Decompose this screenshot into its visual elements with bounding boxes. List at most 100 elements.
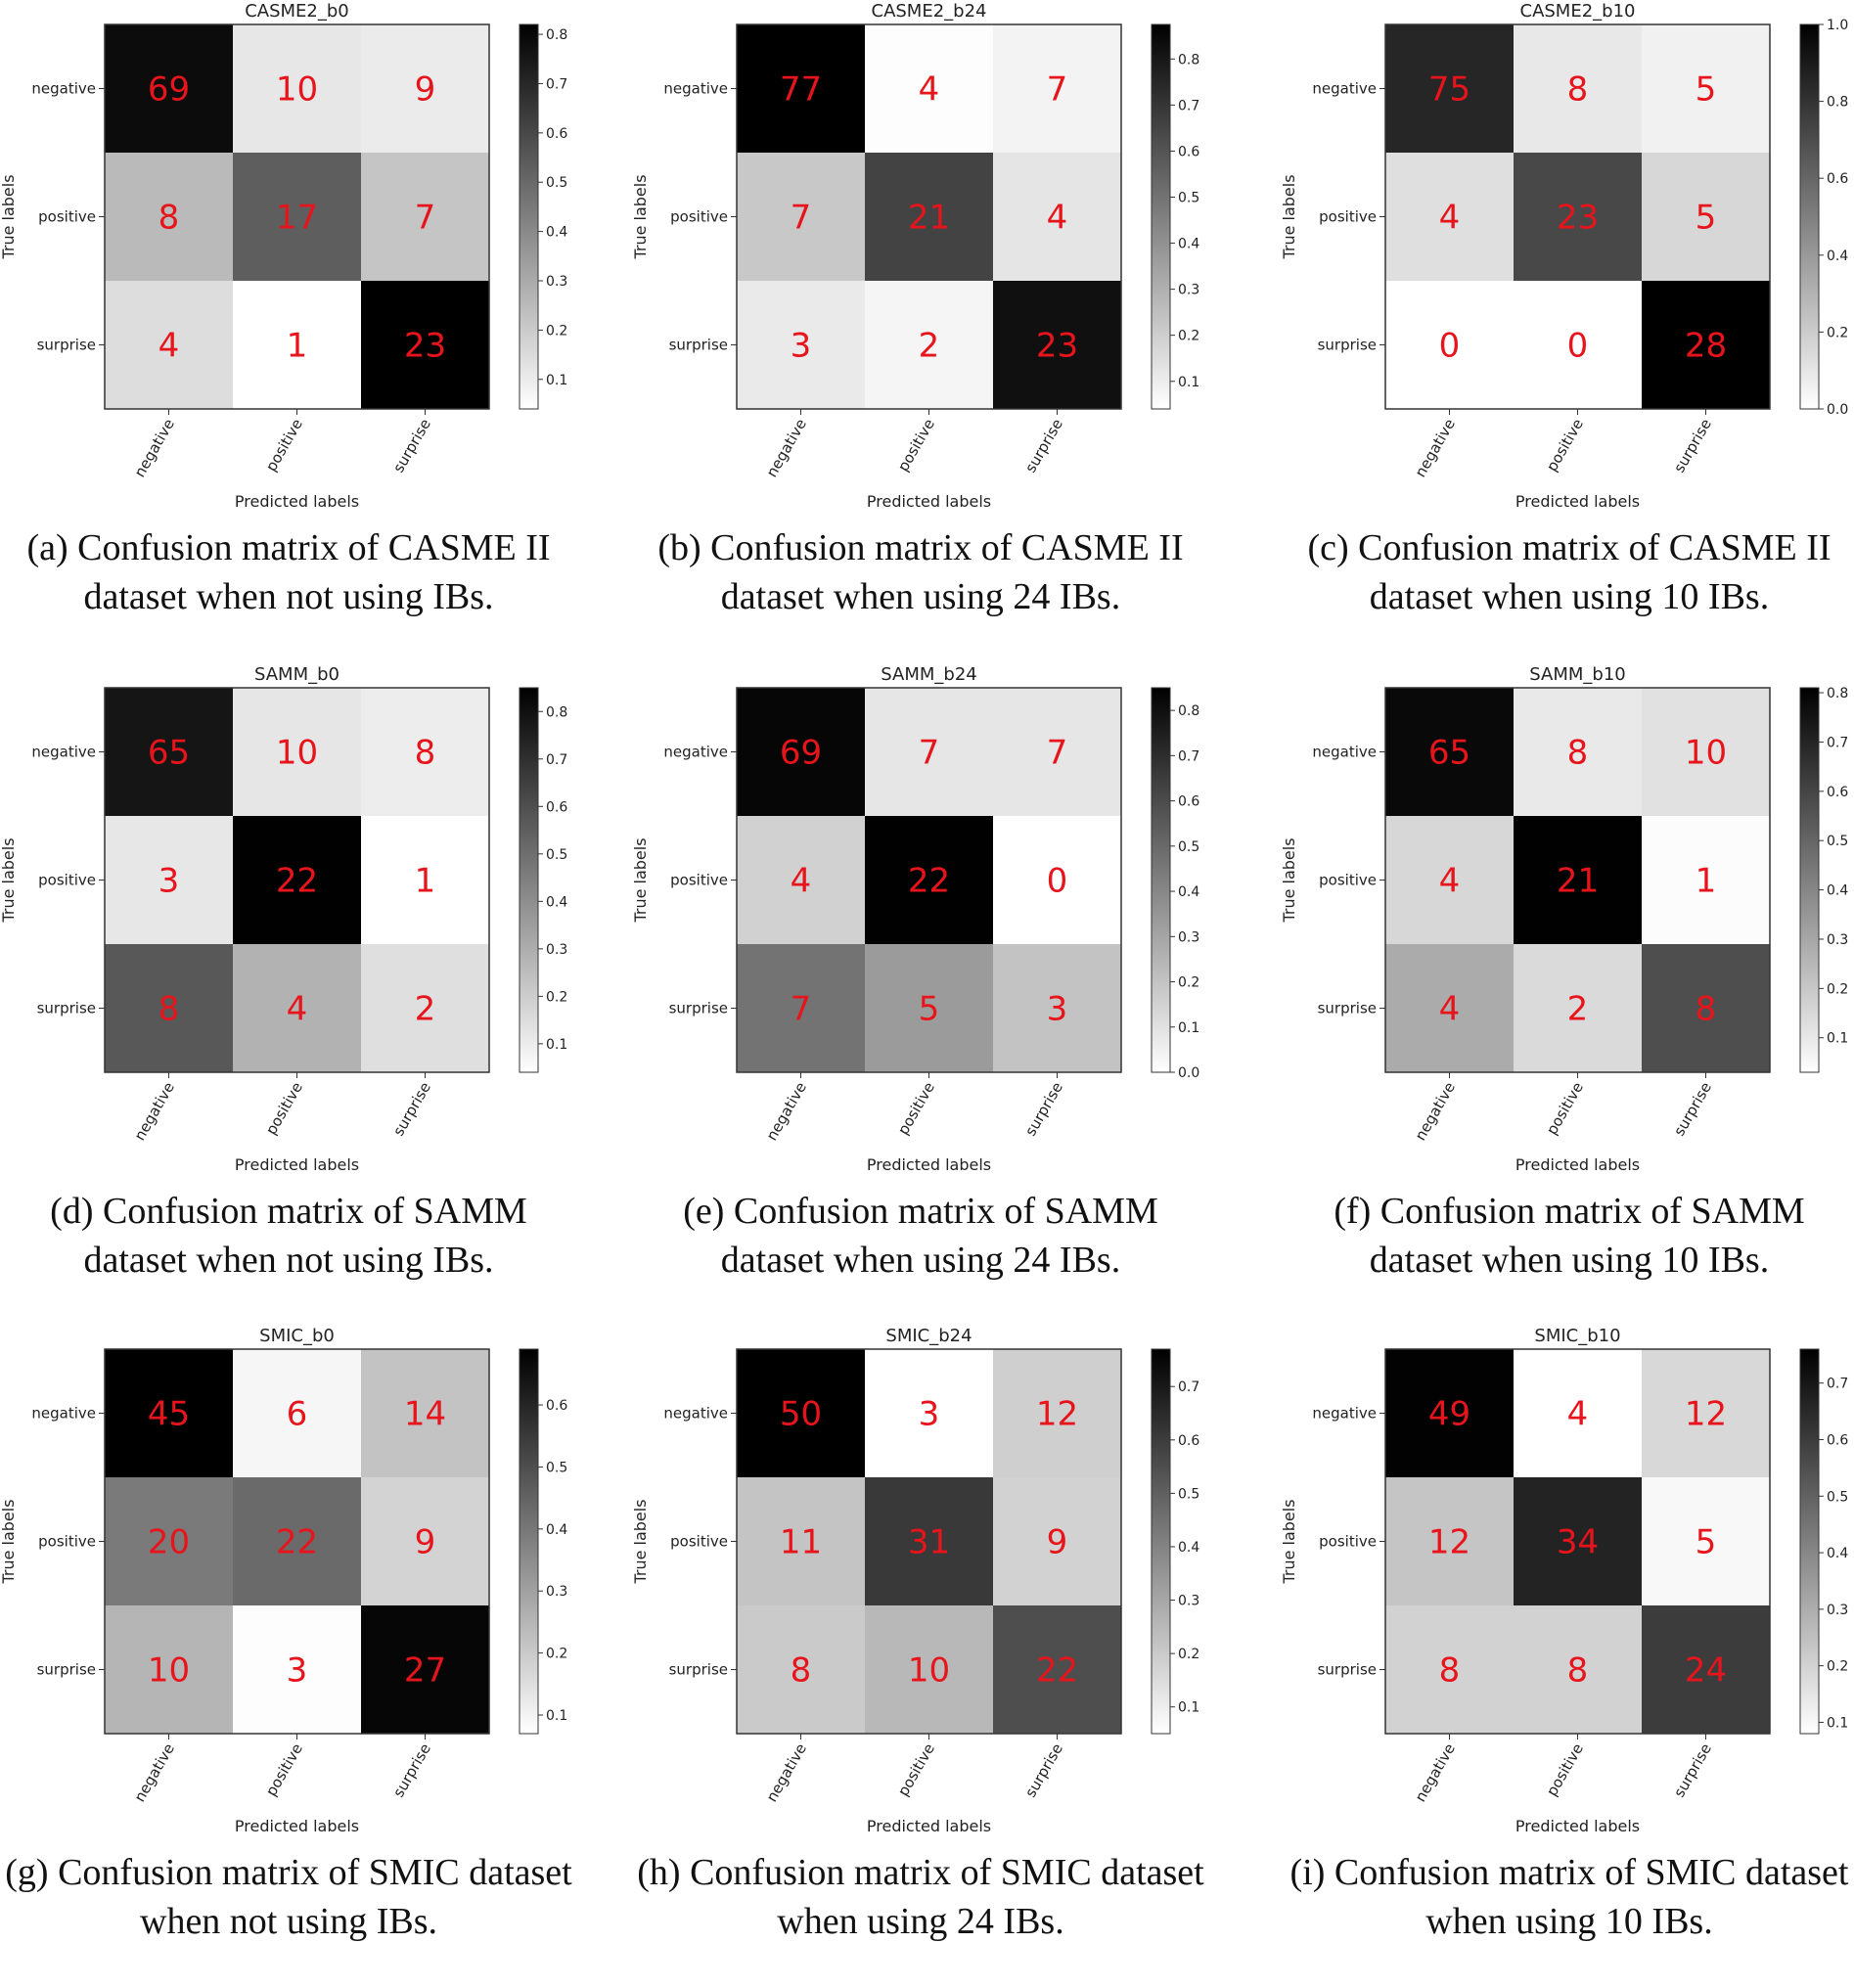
confusion-matrix-chart: SMIC_b10 49 4 12 12 34 5 8 8 24 negative negative po…	[1281, 1326, 1848, 1835]
colorbar-tick-label: 0.2	[546, 1647, 567, 1662]
x-axis-label: Predicted labels	[867, 1817, 991, 1835]
figure-caption: (d) Confusion matrix of SAMM dataset whe…	[50, 1191, 527, 1281]
matrix-cell	[1514, 816, 1643, 945]
x-tick-label: positive	[262, 1740, 306, 1799]
cell-value: 23	[404, 327, 446, 366]
colorbar-tick-label: 0.1	[546, 1708, 567, 1724]
cell-value: 1	[1696, 862, 1717, 901]
cell-value: 10	[148, 1651, 190, 1691]
x-axis-label: Predicted labels	[1515, 1155, 1640, 1174]
matrix-cell	[1642, 1477, 1771, 1606]
colorbar-tick-label: 0.7	[1827, 1377, 1848, 1392]
colorbar-tick-label: 0.5	[1178, 839, 1199, 855]
colorbar-tick-label: 0.1	[1827, 1031, 1848, 1047]
cell-value: 8	[1567, 734, 1589, 773]
cell-value: 22	[276, 1523, 318, 1562]
colorbar-tick-label: 0.6	[1178, 144, 1199, 159]
colorbar-tick-label: 0.7	[1178, 1379, 1199, 1395]
colorbar-tick-label: 0.3	[546, 942, 567, 958]
x-tick-label: negative	[131, 1740, 178, 1805]
x-tick-label: surprise	[1670, 1740, 1715, 1800]
cell-value: 21	[1557, 862, 1599, 901]
cell-value: 3	[791, 327, 812, 366]
matrix-cell	[1514, 1477, 1643, 1606]
matrix-cell	[1642, 688, 1771, 817]
colorbar-tick-label: 0.8	[546, 704, 567, 720]
y-tick-label: positive	[38, 1533, 96, 1551]
cell-value: 6	[287, 1395, 308, 1434]
x-tick-label: negative	[131, 416, 178, 480]
colorbar-tick-label: 0.2	[1178, 975, 1199, 991]
matrix-cell	[233, 688, 362, 817]
cell-value: 45	[148, 1395, 190, 1434]
y-axis-label: True labels	[1281, 837, 1298, 923]
cell-value: 1	[287, 327, 308, 366]
matrix-cell	[993, 153, 1122, 282]
matrix-cell	[993, 281, 1122, 410]
matrix-cell	[1385, 1349, 1515, 1478]
matrix-cell	[993, 1605, 1122, 1735]
x-tick-label: surprise	[389, 1740, 434, 1800]
matrix-cell	[1514, 153, 1643, 282]
matrix-cell	[1642, 944, 1771, 1073]
cell-value: 7	[919, 734, 940, 773]
matrix-cell	[1514, 944, 1643, 1073]
matrix-cell	[737, 1605, 866, 1735]
cell-value: 7	[415, 199, 436, 238]
cell-value: 10	[276, 734, 318, 773]
matrix-cell	[1514, 1349, 1643, 1478]
colorbar-tick-label: 0.8	[546, 27, 567, 43]
colorbar-tick-label: 0.3	[546, 274, 567, 290]
matrix-cell	[1642, 24, 1771, 154]
figure-caption: (i) Confusion matrix of SMIC dataset whe…	[1289, 1852, 1849, 1942]
confusion-matrix-chart: SMIC_b24 50 3 12 11 31 9 8 10 22 negative negative p…	[632, 1326, 1199, 1835]
y-tick-label: negative	[663, 1405, 728, 1423]
matrix-cell	[993, 1477, 1122, 1606]
cell-value: 8	[415, 734, 436, 773]
cell-value: 4	[791, 862, 812, 901]
cell-value: 23	[1557, 199, 1599, 238]
matrix-cell	[1642, 153, 1771, 282]
colorbar-tick-label: 0.1	[1178, 1700, 1199, 1716]
y-tick-label: surprise	[37, 337, 96, 354]
x-tick-label: positive	[894, 1740, 938, 1799]
y-axis-label: True labels	[0, 837, 18, 923]
y-tick-label: positive	[38, 872, 96, 889]
matrix-cell	[865, 153, 994, 282]
matrix-cell	[1385, 24, 1515, 154]
cell-value: 9	[415, 1523, 436, 1562]
chart-title: SMIC_b0	[259, 1326, 335, 1346]
matrix-cell	[1385, 1605, 1515, 1735]
y-tick-label: surprise	[1318, 1000, 1377, 1017]
x-tick-label: negative	[1412, 416, 1459, 480]
colorbar	[1799, 687, 1820, 1073]
colorbar-tick-label: 0.2	[1178, 1647, 1199, 1662]
colorbar-tick-label: 0.4	[546, 894, 567, 910]
y-tick-label: surprise	[669, 337, 728, 354]
cell-value: 7	[791, 199, 812, 238]
x-tick-label: surprise	[389, 1079, 434, 1139]
x-tick-label: positive	[262, 1079, 306, 1138]
matrix-cell	[105, 1605, 234, 1735]
matrix-cell	[865, 688, 994, 817]
cell-value: 22	[276, 862, 318, 901]
colorbar-tick-label: 0.1	[1178, 1020, 1199, 1036]
matrix-cell	[737, 816, 866, 945]
colorbar-tick-label: 0.3	[1178, 929, 1199, 945]
matrix-cell	[865, 281, 994, 410]
cell-value: 10	[1685, 734, 1727, 773]
matrix-cell	[361, 816, 490, 945]
colorbar	[1151, 687, 1171, 1073]
cell-value: 5	[1696, 1523, 1717, 1562]
matrix-cell	[105, 816, 234, 945]
y-tick-label: surprise	[669, 1000, 728, 1017]
matrix-cell	[1385, 281, 1515, 410]
x-axis-label: Predicted labels	[235, 1817, 359, 1835]
matrix-cell	[233, 1349, 362, 1478]
cell-value: 7	[791, 990, 812, 1029]
cell-value: 8	[158, 990, 180, 1029]
cell-value: 4	[1439, 199, 1461, 238]
y-tick-label: negative	[31, 1405, 96, 1423]
x-tick-label: positive	[1543, 416, 1587, 474]
cell-value: 17	[276, 199, 318, 238]
